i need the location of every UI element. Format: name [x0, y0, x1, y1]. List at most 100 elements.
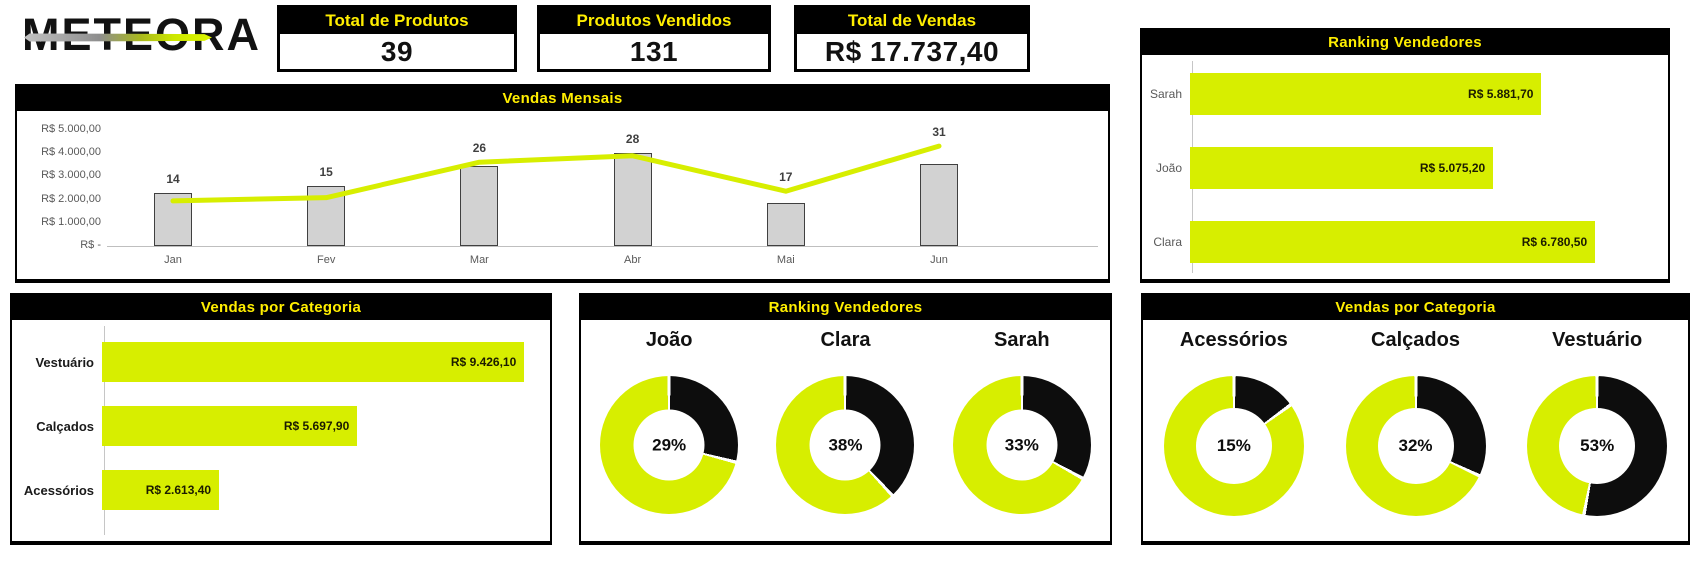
chart-title: Vendas por Categoria: [12, 295, 550, 320]
y-axis-tick: R$ 1.000,00: [41, 215, 101, 228]
bar-value-label: R$ 6.780,50: [1521, 235, 1588, 249]
donut-center-label: 53%: [1559, 408, 1636, 484]
kpi-card-total-vendas: Total de Vendas R$ 17.737,40: [794, 5, 1030, 72]
bar-row: Acessórios R$ 2.613,40: [12, 470, 550, 510]
bar-track: R$ 9.426,10: [102, 342, 550, 382]
x-axis-label: Jan: [164, 254, 182, 266]
bar-value-label: R$ 5.881,70: [1468, 87, 1534, 101]
data-point-label: 17: [779, 170, 793, 185]
kpi-card-total-produtos: Total de Produtos 39: [277, 5, 517, 72]
donut-title: Sarah: [994, 329, 1050, 351]
donut-set: João 29% Clara 38% Sarah 33%: [581, 320, 1110, 541]
bar-track: R$ 5.075,20: [1190, 147, 1668, 189]
chart-vendas-categoria-barras[interactable]: Vendas por Categoria Vestuário R$ 9.426,1…: [10, 293, 552, 545]
y-axis-tick: R$ -: [80, 239, 101, 251]
kpi-label: Total de Produtos: [280, 8, 514, 34]
bar-row-label: Sarah: [1149, 87, 1182, 101]
data-point-label: 31: [932, 125, 946, 140]
data-point-label: 28: [625, 132, 640, 147]
donut-column: Sarah 33%: [934, 320, 1110, 541]
donut-center-label: 38%: [809, 409, 881, 481]
x-axis-label: Abr: [624, 254, 642, 266]
kpi-value: R$ 17.737,40: [824, 35, 1000, 67]
y-axis-tick: R$ 2.000,00: [41, 192, 101, 205]
data-point-label: 14: [166, 172, 180, 187]
bar-track: R$ 6.780,50: [1190, 221, 1668, 263]
kpi-label: Total de Vendas: [797, 8, 1027, 34]
value-bar: R$ 5.697,90: [102, 406, 358, 446]
donut-center-label: 33%: [986, 409, 1058, 481]
donut-chart: 33%: [952, 376, 1091, 514]
bar-row-label: Clara: [1153, 235, 1182, 249]
bar-value-label: R$ 9.426,10: [450, 355, 517, 369]
y-axis-tick: R$ 5.000,00: [41, 123, 101, 135]
donut-title: Clara: [820, 329, 871, 351]
value-bar: R$ 5.075,20: [1190, 147, 1494, 189]
donut-title: Vestuário: [1552, 329, 1643, 351]
bar-value-label: R$ 5.697,90: [283, 419, 350, 433]
bar-row-label: João: [1155, 161, 1182, 175]
chart-ranking-vendedores-donuts[interactable]: Ranking Vendedores João 29% Clara 38% Sarah 3…: [579, 293, 1112, 545]
monthly-bar: [920, 163, 958, 246]
bar-row: Vestuário R$ 9.426,10: [12, 342, 550, 382]
donut-column: Clara 38%: [757, 320, 933, 541]
ranking-vendedores-plot: Sarah R$ 5.881,70 João R$ 5.075,20 Clara R$ 6…: [1142, 55, 1668, 279]
bar-value-label: R$ 5.075,20: [1419, 161, 1486, 175]
logo-swoosh-gradient: [24, 33, 212, 42]
monthly-bar: [613, 153, 652, 246]
bar-row: Sarah R$ 5.881,70: [1142, 73, 1668, 115]
x-axis-line: [107, 246, 1098, 247]
bar-row-label: Vestuário: [35, 354, 94, 370]
ranking-vendedores-donuts-plot: João 29% Clara 38% Sarah 33%: [581, 320, 1110, 541]
bar-row-label: Acessórios: [23, 482, 94, 498]
kpi-value: 39: [380, 35, 414, 67]
value-bar: R$ 9.426,10: [102, 342, 525, 382]
y-axis-tick: R$ 4.000,00: [41, 146, 101, 159]
donut-column: Vestuário 53%: [1506, 320, 1688, 541]
chart-vendas-categoria-donuts[interactable]: Vendas por Categoria Acessórios 15% Calçad…: [1141, 293, 1690, 545]
chart-title: Ranking Vendedores: [581, 295, 1110, 320]
monthly-bar: [154, 193, 192, 246]
monthly-bar: [307, 185, 346, 246]
donut-title: Calçados: [1371, 329, 1460, 351]
bar-track: R$ 5.881,70: [1190, 73, 1668, 115]
vendas-mensais-plot: R$ 5.000,00 R$ 4.000,00 R$ 3.000,00 R$ 2.00…: [17, 111, 1108, 279]
kpi-card-produtos-vendidos: Produtos Vendidos 131: [537, 5, 771, 72]
donut-chart: 32%: [1345, 376, 1486, 516]
y-axis-tick: R$ 3.000,00: [41, 169, 101, 182]
donut-chart: 29%: [600, 376, 739, 514]
donut-chart: 53%: [1527, 376, 1668, 516]
bar-value-label: R$ 2.613,40: [145, 483, 212, 497]
chart-title: Ranking Vendedores: [1142, 30, 1668, 55]
donut-center-label: 29%: [633, 409, 705, 481]
donut-column: João 29%: [581, 320, 757, 541]
monthly-bar: [766, 202, 805, 246]
x-axis-label: Fev: [317, 254, 336, 266]
vendas-categoria-donuts-plot: Acessórios 15% Calçados 32% Vestuário 53%: [1143, 320, 1688, 541]
bar-track: R$ 5.697,90: [102, 406, 550, 446]
bar-row: Clara R$ 6.780,50: [1142, 221, 1668, 263]
value-bar: R$ 5.881,70: [1190, 73, 1542, 115]
donut-chart: 38%: [776, 376, 915, 514]
meteora-logo: METEORA: [22, 6, 277, 64]
chart-ranking-vendedores-barras[interactable]: Ranking Vendedores Sarah R$ 5.881,70 João R…: [1140, 28, 1670, 283]
x-axis-label: Mai: [776, 254, 795, 266]
bar-row-label: Calçados: [36, 418, 94, 434]
donut-title: João: [645, 329, 693, 351]
monthly-bar: [460, 165, 499, 246]
kpi-value: 131: [629, 35, 679, 67]
data-point-label: 15: [319, 164, 333, 179]
donut-column: Acessórios 15%: [1143, 320, 1325, 541]
donut-center-label: 15%: [1195, 408, 1272, 484]
donut-title: Acessórios: [1179, 329, 1288, 351]
chart-title: Vendas Mensais: [17, 86, 1108, 111]
value-bar: R$ 6.780,50: [1190, 221, 1596, 263]
value-bar: R$ 2.613,40: [102, 470, 220, 510]
chart-vendas-mensais[interactable]: Vendas Mensais R$ 5.000,00 R$ 4.000,00 R$ …: [15, 84, 1110, 283]
bar-row: Calçados R$ 5.697,90: [12, 406, 550, 446]
bar-row: João R$ 5.075,20: [1142, 147, 1668, 189]
vendas-categoria-plot: Vestuário R$ 9.426,10 Calçados R$ 5.697,90 A…: [12, 320, 550, 541]
kpi-label: Produtos Vendidos: [540, 8, 768, 34]
data-point-label: 26: [472, 141, 487, 156]
